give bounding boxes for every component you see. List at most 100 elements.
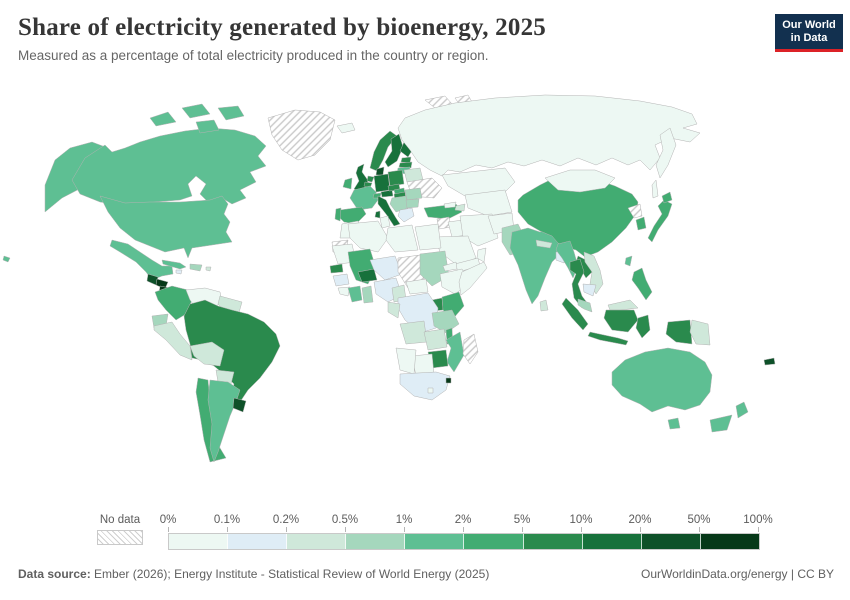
region-north-korea[interactable] (627, 203, 643, 219)
region-italy-sardinia[interactable] (374, 210, 381, 219)
region-jamaica[interactable] (175, 269, 183, 275)
region-sierra-leone-liberia[interactable] (337, 286, 351, 297)
region-madagascar[interactable] (462, 333, 479, 365)
region-russia-kamchatka[interactable] (655, 127, 677, 179)
legend-bin-swatch[interactable] (464, 534, 524, 549)
region-malaysia[interactable] (577, 298, 593, 313)
region-indonesia-sumatra[interactable] (561, 297, 589, 331)
region-eswatini[interactable] (445, 377, 452, 384)
region-malaysia-borneo[interactable] (607, 299, 639, 311)
region-romania[interactable] (404, 187, 423, 201)
region-united-states[interactable] (99, 195, 233, 259)
region-mozambique[interactable] (445, 331, 465, 373)
region-azerbaijan[interactable] (454, 203, 466, 212)
region-russia-sakhalin[interactable] (651, 179, 659, 199)
region-angola[interactable] (399, 320, 428, 345)
region-greece[interactable] (397, 207, 415, 223)
region-indonesia-borneo[interactable] (603, 309, 639, 333)
region-algeria[interactable] (347, 220, 389, 253)
region-hispaniola[interactable] (189, 263, 203, 272)
region-south-africa[interactable] (399, 371, 451, 401)
owid-url[interactable]: OurWorldinData.org/energy (641, 567, 788, 581)
region-somalia[interactable] (458, 261, 488, 296)
region-lesotho[interactable] (427, 387, 434, 394)
region-congo-gabon[interactable] (387, 301, 401, 319)
region-austria[interactable] (380, 189, 394, 198)
legend-bin-swatch[interactable] (346, 534, 406, 549)
region-australia[interactable] (611, 347, 713, 413)
region-central-african-republic[interactable] (405, 278, 429, 295)
legend-bin-swatch[interactable] (169, 534, 229, 549)
region-tanzania[interactable] (431, 309, 460, 334)
legend-bin-swatch[interactable] (582, 534, 642, 549)
region-taiwan[interactable] (624, 255, 633, 267)
region-guinea[interactable] (332, 273, 350, 287)
legend-bin-swatch[interactable] (287, 534, 347, 549)
no-data-swatch[interactable] (97, 530, 143, 545)
legend-bin-swatch[interactable] (700, 534, 759, 549)
region-zambia[interactable] (423, 328, 448, 351)
region-canada-arctic-3[interactable] (217, 105, 245, 121)
region-france[interactable] (349, 185, 379, 211)
region-papua-new-guinea[interactable] (689, 319, 711, 346)
region-namibia[interactable] (395, 347, 417, 375)
region-bulgaria[interactable] (405, 198, 420, 209)
region-bolivia[interactable] (189, 341, 225, 367)
region-mongolia[interactable] (544, 169, 616, 193)
region-uruguay[interactable] (232, 397, 247, 413)
region-peru[interactable] (153, 321, 193, 361)
region-germany[interactable] (373, 173, 391, 193)
region-georgia[interactable] (443, 201, 457, 209)
region-tunisia[interactable] (379, 215, 391, 229)
region-ghana[interactable] (361, 285, 374, 304)
region-vietnam[interactable] (583, 251, 604, 295)
region-south-korea[interactable] (635, 216, 647, 231)
region-senegal[interactable] (329, 263, 344, 274)
region-iceland[interactable] (336, 122, 356, 134)
region-new-zealand-north[interactable] (735, 401, 749, 419)
region-niger[interactable] (369, 255, 403, 281)
region-united-states-hawaii[interactable] (2, 255, 11, 263)
region-italy[interactable] (377, 195, 401, 227)
region-ireland[interactable] (342, 177, 353, 190)
region-new-zealand-south[interactable] (709, 414, 733, 433)
region-cuba[interactable] (161, 259, 187, 270)
region-burkina-faso[interactable] (357, 268, 378, 283)
region-latvia[interactable] (398, 161, 413, 169)
region-iran[interactable] (459, 213, 499, 247)
region-canada-arctic-2[interactable] (181, 103, 211, 119)
region-indonesia-java[interactable] (587, 331, 629, 346)
region-japan-hokkaido[interactable] (661, 191, 673, 204)
region-central-asia[interactable] (464, 189, 513, 217)
region-puerto-rico[interactable] (205, 266, 212, 272)
region-canada[interactable] (71, 127, 267, 207)
region-sweden[interactable] (384, 133, 404, 168)
region-cambodia[interactable] (582, 283, 597, 297)
region-portugal[interactable] (334, 207, 342, 222)
region-netherlands[interactable] (366, 175, 375, 183)
region-russia[interactable] (397, 94, 701, 177)
region-australia-tasmania[interactable] (667, 417, 681, 430)
legend-bin-swatch[interactable] (641, 534, 701, 549)
region-nepal[interactable] (535, 239, 553, 249)
region-egypt[interactable] (414, 223, 442, 251)
region-poland[interactable] (387, 169, 405, 187)
region-philippines[interactable] (631, 267, 653, 301)
region-mexico[interactable] (109, 239, 174, 281)
region-indonesia-papua[interactable] (665, 319, 693, 345)
legend-bin-swatch[interactable] (523, 534, 583, 549)
region-canada-arctic-1[interactable] (149, 111, 177, 127)
legend-bin-swatch[interactable] (228, 534, 288, 549)
region-indonesia-sulawesi[interactable] (635, 314, 651, 339)
region-sri-lanka[interactable] (539, 299, 549, 312)
region-argentina[interactable] (207, 379, 241, 463)
legend-bin-swatch[interactable] (405, 534, 465, 549)
region-libya[interactable] (385, 224, 419, 253)
region-japan[interactable] (647, 199, 673, 243)
region-cote-divoire[interactable] (347, 285, 363, 303)
region-eritrea[interactable] (442, 261, 458, 272)
region-greenland[interactable] (267, 109, 336, 161)
region-spain[interactable] (337, 206, 367, 225)
region-canada-arctic-4[interactable] (195, 119, 220, 134)
region-fiji[interactable] (763, 357, 776, 366)
